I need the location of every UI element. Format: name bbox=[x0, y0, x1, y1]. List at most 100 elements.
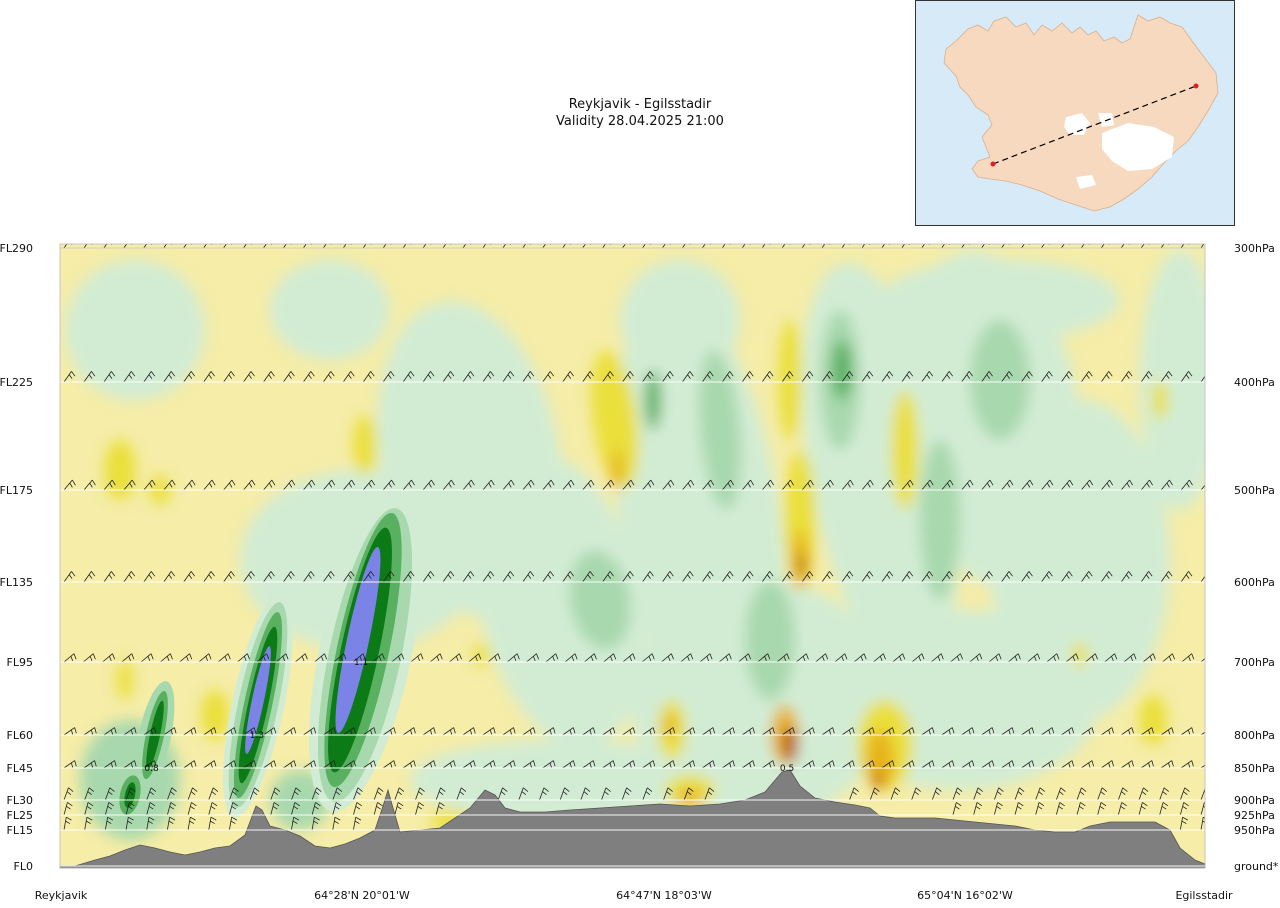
barb-flag bbox=[510, 237, 514, 242]
barb-staff bbox=[146, 787, 152, 801]
wind-barb bbox=[83, 371, 96, 383]
wind-barb bbox=[163, 371, 176, 383]
wind-barb bbox=[522, 479, 535, 491]
barb-flag bbox=[304, 653, 308, 660]
barb-staff bbox=[229, 787, 235, 801]
barb-flag bbox=[331, 237, 335, 242]
barb-flag bbox=[1126, 482, 1130, 488]
barb-flag bbox=[749, 762, 752, 768]
barb-flag bbox=[1212, 728, 1214, 734]
barb-staff bbox=[663, 787, 669, 801]
wind-barb bbox=[303, 244, 312, 249]
barb-flag bbox=[1211, 654, 1213, 660]
barb-staff bbox=[921, 244, 926, 249]
barb-staff bbox=[332, 787, 338, 801]
wind-barb bbox=[602, 760, 616, 769]
wind-barb bbox=[1100, 479, 1114, 491]
barb-staff bbox=[662, 760, 674, 769]
barb-flag bbox=[502, 787, 508, 792]
barb-flag bbox=[996, 805, 1001, 810]
wind-barb bbox=[435, 802, 445, 816]
wind-barb bbox=[881, 244, 891, 249]
barb-flag bbox=[292, 820, 298, 824]
barb-flag bbox=[1066, 374, 1070, 379]
wind-barb bbox=[582, 371, 594, 383]
barb-flag bbox=[645, 791, 651, 795]
barb-staff bbox=[841, 571, 850, 583]
barb-staff bbox=[961, 479, 971, 491]
barb-flag bbox=[410, 762, 413, 768]
barb-flag bbox=[826, 374, 831, 379]
barb-staff bbox=[63, 371, 72, 383]
barb-staff bbox=[442, 479, 452, 491]
barb-flag bbox=[314, 805, 319, 810]
barb-flag bbox=[1108, 762, 1111, 768]
barb-flag bbox=[128, 374, 133, 379]
wind-barb bbox=[1180, 727, 1194, 736]
barb-staff bbox=[981, 371, 990, 383]
route-start-point bbox=[990, 161, 996, 167]
barb-staff bbox=[415, 802, 420, 816]
barb-flag bbox=[956, 802, 962, 807]
barb-staff bbox=[1100, 371, 1110, 383]
barb-staff bbox=[462, 727, 474, 736]
barb-flag bbox=[1143, 787, 1149, 792]
wind-barb bbox=[522, 244, 532, 249]
barb-staff bbox=[1200, 731, 1205, 736]
barb-flag bbox=[274, 787, 281, 792]
barb-flag bbox=[330, 571, 335, 577]
barb-flag bbox=[171, 237, 175, 242]
barb-staff bbox=[482, 727, 494, 736]
barb-flag bbox=[629, 371, 634, 377]
wind-barb bbox=[243, 479, 256, 491]
barb-staff bbox=[462, 479, 472, 491]
barb-flag bbox=[687, 791, 692, 795]
barb-staff bbox=[1180, 371, 1189, 383]
barb-flag bbox=[955, 791, 961, 795]
barb-flag bbox=[1108, 571, 1113, 577]
barb-flag bbox=[567, 574, 572, 579]
barb-staff bbox=[602, 760, 614, 769]
chart-title-block: Reykjavik - Egilsstadir Validity 28.04.2… bbox=[0, 96, 1280, 130]
barb-flag bbox=[806, 574, 811, 579]
barb-staff bbox=[243, 760, 255, 769]
barb-staff bbox=[522, 571, 531, 583]
barb-staff bbox=[223, 371, 232, 383]
wind-barb bbox=[143, 571, 156, 583]
barb-flag bbox=[68, 374, 73, 379]
barb-flag bbox=[1059, 791, 1064, 795]
barb-flag bbox=[786, 374, 791, 379]
barb-flag bbox=[390, 571, 395, 577]
barb-staff bbox=[203, 571, 212, 583]
barb-flag bbox=[1068, 762, 1071, 768]
barb-flag bbox=[610, 479, 615, 486]
barb-staff bbox=[303, 479, 313, 491]
barb-staff bbox=[622, 479, 632, 491]
wind-barb bbox=[1055, 802, 1065, 816]
barb-flag bbox=[1203, 816, 1205, 819]
barb-flag bbox=[893, 791, 899, 795]
barb-flag bbox=[343, 653, 347, 660]
barb-flag bbox=[707, 374, 711, 379]
barb-flag bbox=[1168, 656, 1172, 662]
wind-barb bbox=[1140, 237, 1153, 249]
wind-barb bbox=[1160, 571, 1173, 583]
barb-flag bbox=[610, 656, 613, 662]
barb-flag bbox=[767, 482, 771, 488]
barb-flag bbox=[253, 727, 257, 734]
barb-staff bbox=[776, 653, 788, 663]
barb-flag bbox=[1209, 480, 1212, 485]
field-blob-50 bbox=[873, 772, 883, 788]
barb-flag bbox=[647, 787, 653, 792]
barb-staff bbox=[1061, 371, 1070, 383]
barb-flag bbox=[1149, 237, 1153, 242]
wind-barb bbox=[602, 244, 612, 249]
wind-barb bbox=[462, 371, 475, 383]
barb-flag bbox=[413, 727, 416, 734]
barb-flag bbox=[892, 727, 895, 734]
barb-staff bbox=[402, 727, 414, 736]
barb-flag bbox=[562, 791, 568, 795]
value-label: 1.3 bbox=[250, 731, 264, 741]
barb-flag bbox=[288, 574, 292, 579]
wind-barb bbox=[163, 237, 175, 249]
